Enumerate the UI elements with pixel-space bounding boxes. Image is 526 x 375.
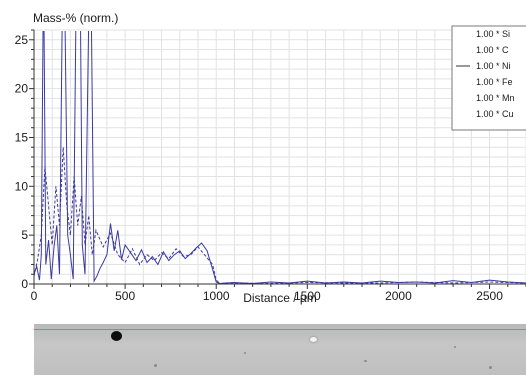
- legend-entry: 1.00 * Cu: [476, 109, 514, 119]
- x-tick-label: 1500: [294, 289, 321, 303]
- bright-particle: [310, 337, 317, 342]
- y-tick-label: 10: [15, 179, 29, 193]
- legend-entry: 1.00 * C: [476, 45, 509, 55]
- line-chart: 0 500 1000 1500 2000 2500 0 5 10 15 20 25 Mass-% (…: [15, 11, 526, 305]
- series-line: [34, 147, 526, 284]
- speck: [489, 366, 492, 369]
- x-axis: 0 500 1000 1500 2000 2500: [31, 283, 526, 303]
- speck: [454, 346, 456, 348]
- speck: [154, 364, 157, 367]
- legend-entry: 1.00 * Mn: [476, 93, 515, 103]
- legend-entry: 1.00 * Fe: [476, 77, 513, 87]
- x-tick-label: 500: [115, 289, 135, 303]
- scan-line: [34, 329, 526, 330]
- y-tick-label: 20: [15, 82, 29, 96]
- series-layer: [34, 31, 526, 284]
- x-tick-label: 2000: [385, 289, 412, 303]
- speck: [244, 352, 246, 354]
- x-tick-label: 0: [31, 289, 38, 303]
- legend-entry: 1.00 * Si: [476, 29, 510, 39]
- legend: 1.00 * Si 1.00 * C 1.00 * Ni 1.00 * Fe 1.00 …: [451, 25, 526, 131]
- y-tick-label: 15: [15, 130, 29, 144]
- grid: [33, 29, 526, 285]
- x-axis-title: Distance / µm: [243, 291, 317, 305]
- pore: [111, 331, 122, 341]
- y-tick-label: 5: [21, 228, 28, 242]
- speck: [364, 360, 367, 362]
- sem-micrograph: [34, 324, 526, 375]
- y-axis: 0 5 10 15 20 25: [15, 29, 35, 291]
- legend-entry: 1.00 * Ni: [476, 61, 511, 71]
- y-tick-label: 25: [15, 33, 29, 47]
- series-line: [34, 31, 526, 284]
- x-tick-label: 1000: [203, 289, 230, 303]
- y-tick-label: 0: [21, 277, 28, 291]
- y-axis-title: Mass-% (norm.): [33, 11, 118, 25]
- x-tick-label: 2500: [476, 289, 503, 303]
- legend-box: [451, 25, 526, 131]
